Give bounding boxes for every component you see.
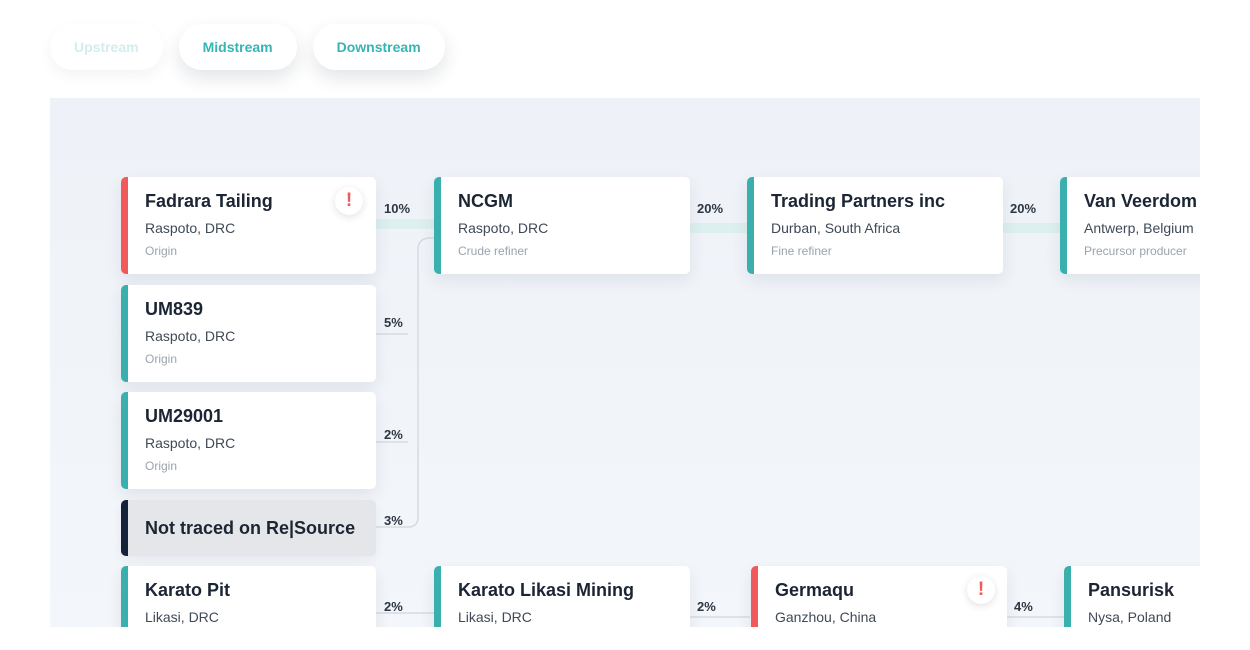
- node-karato-pit[interactable]: Karato Pit Likasi, DRC: [121, 566, 376, 627]
- branch-lines: [376, 237, 1065, 618]
- node-name: Germaqu: [775, 580, 855, 600]
- node-name: Karato Pit: [145, 580, 231, 600]
- tab-downstream[interactable]: Downstream: [312, 24, 445, 70]
- tab-midstream[interactable]: Midstream: [178, 24, 297, 70]
- alert-bar: [751, 566, 758, 627]
- node-name: Fadrara Tailing: [145, 191, 273, 211]
- warning-icon[interactable]: !: [335, 187, 363, 215]
- node-location: Raspoto, DRC: [145, 220, 236, 236]
- node-location: Ganzhou, China: [775, 609, 877, 625]
- flow-paths: [371, 219, 1066, 233]
- branch-not-traced: [376, 237, 435, 528]
- node-location: Likasi, DRC: [145, 609, 219, 625]
- node-name: Karato Likasi Mining: [458, 580, 635, 600]
- status-bar: [121, 285, 128, 382]
- node-role: Fine refiner: [771, 244, 832, 258]
- node-location: Raspoto, DRC: [458, 220, 549, 236]
- node-um29001[interactable]: UM29001 Raspoto, DRC Origin: [121, 392, 376, 489]
- node-name: Pansurisk: [1088, 580, 1175, 600]
- node-role: Crude refiner: [458, 244, 529, 258]
- link-percentage: 4%: [1014, 599, 1033, 614]
- node-role: Origin: [145, 352, 178, 366]
- status-bar: [121, 566, 128, 627]
- node-van-veerdom[interactable]: Van Veerdom Antwerp, Belgium Precursor p…: [1060, 177, 1200, 274]
- link-percentage: 20%: [1010, 201, 1037, 216]
- node-name: Not traced on Re|Source: [145, 518, 356, 538]
- node-germaqu[interactable]: Germaqu Ganzhou, China !: [751, 566, 1007, 627]
- node-name: Trading Partners inc: [771, 191, 946, 211]
- status-bar: [434, 566, 441, 627]
- warning-icon[interactable]: !: [967, 576, 995, 604]
- node-karato-likasi-mining[interactable]: Karato Likasi Mining Likasi, DRC: [434, 566, 690, 627]
- link-percentage: 3%: [384, 513, 403, 528]
- node-location: Antwerp, Belgium: [1084, 220, 1194, 236]
- node-name: Van Veerdom: [1084, 191, 1198, 211]
- node-name: UM29001: [145, 406, 224, 426]
- link-percentage: 10%: [384, 201, 411, 216]
- node-location: Nysa, Poland: [1088, 609, 1172, 625]
- node-not-traced[interactable]: Not traced on Re|Source: [121, 500, 376, 556]
- node-name: NCGM: [458, 191, 513, 211]
- node-fadrara-tailing[interactable]: Fadrara Tailing Raspoto, DRC Origin !: [121, 177, 376, 274]
- node-location: Raspoto, DRC: [145, 328, 236, 344]
- node-um839[interactable]: UM839 Raspoto, DRC Origin: [121, 285, 376, 382]
- node-trading-partners[interactable]: Trading Partners inc Durban, South Afric…: [747, 177, 1003, 274]
- link-percentage: 2%: [384, 427, 403, 442]
- node-ncgm[interactable]: NCGM Raspoto, DRC Crude refiner: [434, 177, 690, 274]
- status-bar: [121, 392, 128, 489]
- link-percentage: 20%: [697, 201, 724, 216]
- node-location: Likasi, DRC: [458, 609, 532, 625]
- link-percentage: 2%: [697, 599, 716, 614]
- node-pansurisk[interactable]: Pansurisk Nysa, Poland: [1064, 566, 1200, 627]
- node-location: Raspoto, DRC: [145, 435, 236, 451]
- status-bar: [434, 177, 441, 274]
- connection-lines: [371, 219, 1066, 618]
- status-bar: [1064, 566, 1071, 627]
- node-role: Origin: [145, 459, 178, 473]
- tab-upstream[interactable]: Upstream: [50, 24, 163, 70]
- node-name: UM839: [145, 299, 204, 319]
- link-percentage: 5%: [384, 315, 403, 330]
- node-role: Precursor producer: [1084, 244, 1187, 258]
- status-bar: [121, 500, 128, 556]
- status-bar: [1060, 177, 1067, 274]
- node-location: Durban, South Africa: [771, 220, 901, 236]
- stream-tabs: Upstream Midstream Downstream: [50, 24, 445, 70]
- link-percentage: 2%: [384, 599, 403, 614]
- alert-bar: [121, 177, 128, 274]
- supply-chain-canvas: Fadrara Tailing Raspoto, DRC Origin ! UM…: [50, 98, 1200, 627]
- node-role: Origin: [145, 244, 178, 258]
- status-bar: [747, 177, 754, 274]
